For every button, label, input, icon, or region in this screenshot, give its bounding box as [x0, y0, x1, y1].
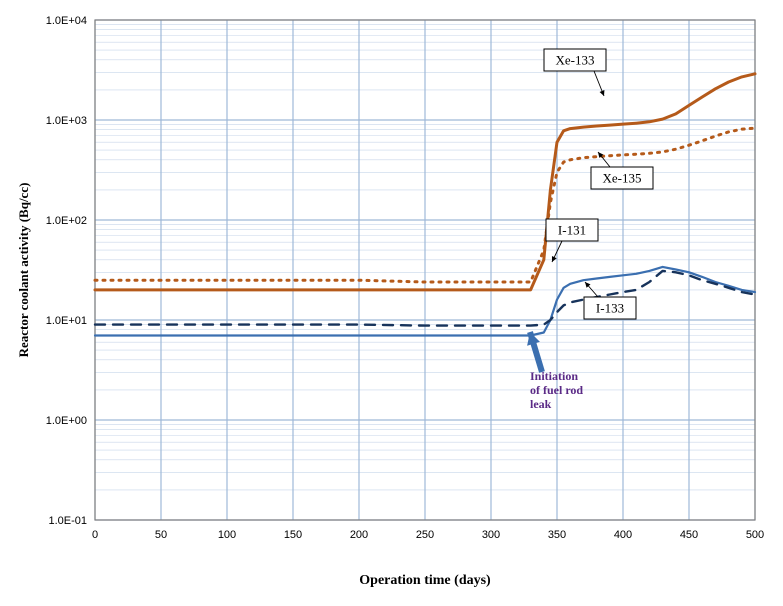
x-tick-label: 450: [680, 529, 698, 541]
y-tick-label: 1.0E+03: [46, 115, 87, 127]
x-tick-label: 300: [482, 529, 500, 541]
y-tick-label: 1.0E+00: [46, 415, 87, 427]
x-tick-label: 150: [284, 529, 302, 541]
x-tick-label: 100: [218, 529, 236, 541]
x-axis-title: Operation time (days): [359, 573, 491, 588]
series-label-text: I-131: [558, 223, 586, 238]
x-tick-label: 400: [614, 529, 632, 541]
line-chart: 1.0E-01 1.0E+00 1.0E+01 1.0E+02 1.0E+03 1.0E+…: [0, 0, 783, 606]
series-label-text: I-133: [596, 301, 624, 316]
y-tick-label: 1.0E+01: [46, 315, 87, 327]
annotation-text: Initiation: [530, 369, 578, 383]
y-tick-label: 1.0E+04: [46, 15, 87, 27]
x-tick-label: 350: [548, 529, 566, 541]
series-label-text: Xe-133: [556, 53, 595, 68]
x-tick-label: 250: [416, 529, 434, 541]
y-axis-title: Reactor coolant activity (Bq/cc): [16, 183, 31, 358]
x-tick-label: 50: [155, 529, 167, 541]
annotation-text: leak: [530, 397, 552, 411]
y-tick-label: 1.0E-01: [48, 515, 87, 527]
x-tick-label: 200: [350, 529, 368, 541]
x-tick-label: 500: [746, 529, 764, 541]
y-tick-label: 1.0E+02: [46, 215, 87, 227]
chart-container: 1.0E-01 1.0E+00 1.0E+01 1.0E+02 1.0E+03 1.0E+…: [0, 0, 783, 606]
series-label-text: Xe-135: [603, 171, 642, 186]
x-tick-label: 0: [92, 529, 98, 541]
annotation-text: of fuel rod: [530, 383, 583, 397]
